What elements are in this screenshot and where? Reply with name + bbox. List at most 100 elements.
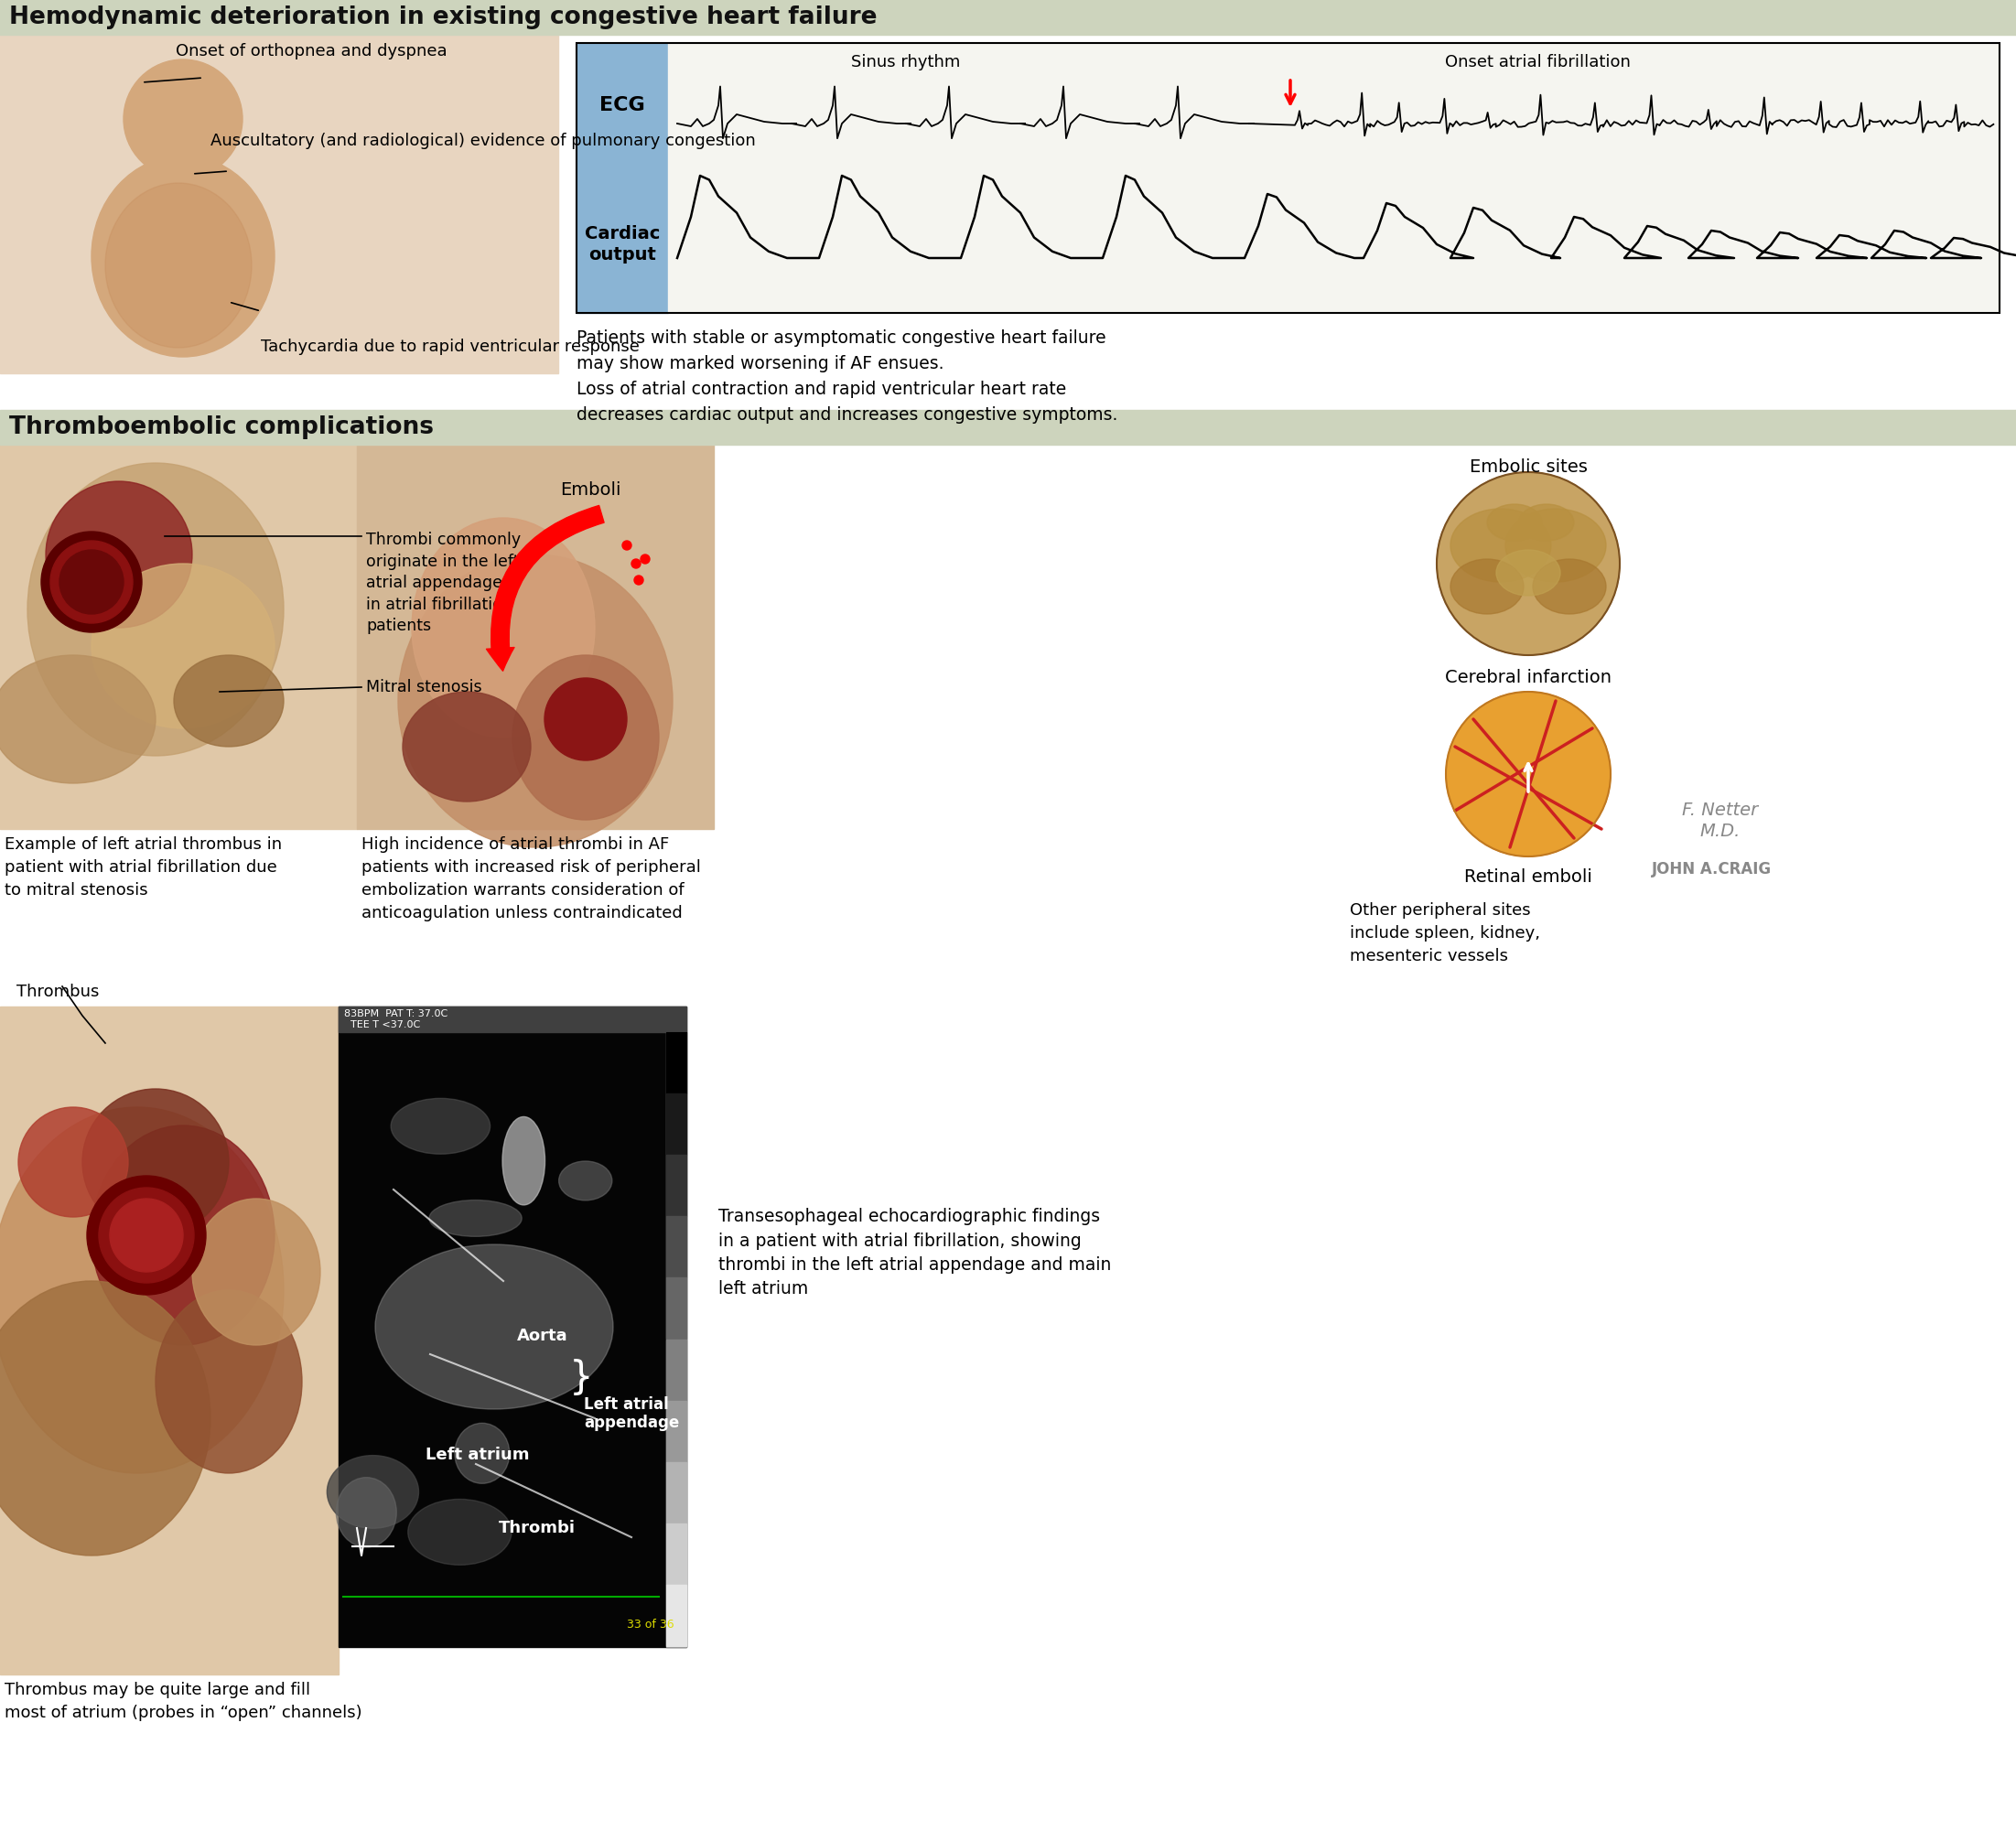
Bar	[665, 1462, 685, 1524]
Ellipse shape	[46, 481, 192, 628]
Ellipse shape	[337, 1478, 397, 1546]
Bar	[665, 1217, 685, 1278]
Text: 33 of 36: 33 of 36	[627, 1618, 673, 1631]
Bar	[665, 1524, 685, 1585]
Bar	[339, 1007, 685, 1033]
Ellipse shape	[0, 1106, 284, 1473]
Bar	[665, 1094, 685, 1154]
Ellipse shape	[1496, 550, 1560, 596]
Bar	[665, 1278, 685, 1338]
Ellipse shape	[83, 1088, 228, 1235]
Ellipse shape	[1488, 504, 1542, 541]
Ellipse shape	[1506, 508, 1607, 582]
Text: Example of left atrial thrombus in
patient with atrial fibrillation due
to mitra: Example of left atrial thrombus in patie…	[4, 836, 282, 898]
Text: Left atrium: Left atrium	[425, 1447, 530, 1464]
Ellipse shape	[327, 1456, 419, 1528]
Text: Tachycardia due to rapid ventricular response: Tachycardia due to rapid ventricular res…	[260, 339, 639, 355]
Bar	[665, 1401, 685, 1462]
Ellipse shape	[558, 1162, 613, 1200]
Bar	[665, 1585, 685, 1646]
Circle shape	[635, 576, 643, 585]
Text: Aorta: Aorta	[516, 1327, 569, 1344]
Circle shape	[87, 1176, 206, 1294]
Ellipse shape	[91, 1125, 274, 1346]
Bar	[577, 42, 2000, 313]
Ellipse shape	[407, 1499, 512, 1565]
Bar	[0, 0, 2016, 35]
Ellipse shape	[375, 1245, 613, 1408]
Bar	[665, 1154, 685, 1217]
Circle shape	[123, 59, 242, 179]
Text: Left atrial
appendage: Left atrial appendage	[585, 1395, 679, 1432]
Text: Thrombus may be quite large and fill
most of atrium (probes in “open” channels): Thrombus may be quite large and fill mos…	[4, 1683, 363, 1721]
Ellipse shape	[397, 554, 673, 847]
Circle shape	[544, 677, 627, 760]
Ellipse shape	[456, 1423, 510, 1484]
Circle shape	[641, 554, 649, 563]
Ellipse shape	[155, 1291, 302, 1473]
Ellipse shape	[411, 517, 595, 738]
Text: decreases cardiac output and increases congestive symptoms.: decreases cardiac output and increases c…	[577, 407, 1117, 423]
Circle shape	[99, 1187, 194, 1283]
Ellipse shape	[502, 1117, 544, 1206]
Circle shape	[631, 560, 641, 569]
Text: Transesophageal echocardiographic findings
in a patient with atrial fibrillation: Transesophageal echocardiographic findin…	[718, 1208, 1111, 1298]
Text: Patients with stable or asymptomatic congestive heart failure: Patients with stable or asymptomatic con…	[577, 330, 1107, 346]
Text: Auscultatory (and radiological) evidence of pulmonary congestion: Auscultatory (and radiological) evidence…	[210, 133, 756, 149]
Bar	[665, 1033, 685, 1648]
Text: Onset atrial fibrillation: Onset atrial fibrillation	[1445, 53, 1631, 70]
Ellipse shape	[391, 1099, 490, 1154]
Text: High incidence of atrial thrombi in AF
patients with increased risk of periphera: High incidence of atrial thrombi in AF p…	[361, 836, 702, 920]
Circle shape	[1437, 471, 1619, 655]
Bar	[0, 1007, 339, 1675]
Bar	[0, 35, 558, 374]
Bar	[667, 42, 2000, 313]
Text: JOHN A.CRAIG: JOHN A.CRAIG	[1651, 862, 1772, 878]
Ellipse shape	[192, 1198, 321, 1346]
Text: }: }	[569, 1359, 593, 1442]
Bar	[577, 42, 667, 313]
Text: Retinal emboli: Retinal emboli	[1464, 869, 1593, 886]
Text: Thrombi: Thrombi	[498, 1521, 577, 1535]
Circle shape	[1445, 692, 1611, 856]
Ellipse shape	[0, 655, 155, 782]
Bar	[357, 446, 714, 828]
Bar	[665, 1340, 685, 1401]
Ellipse shape	[1450, 508, 1550, 582]
Text: Mitral stenosis: Mitral stenosis	[367, 679, 482, 696]
Text: Emboli: Emboli	[560, 481, 621, 499]
Text: may show marked worsening if AF ensues.: may show marked worsening if AF ensues.	[577, 355, 943, 372]
Ellipse shape	[173, 655, 284, 747]
Text: Sinus rhythm: Sinus rhythm	[851, 53, 960, 70]
Text: Loss of atrial contraction and rapid ventricular heart rate: Loss of atrial contraction and rapid ven…	[577, 381, 1066, 398]
Ellipse shape	[18, 1106, 129, 1217]
Text: Embolic sites: Embolic sites	[1470, 458, 1587, 475]
Circle shape	[623, 541, 631, 550]
Circle shape	[40, 532, 141, 631]
Text: Thrombus: Thrombus	[16, 983, 99, 1000]
Ellipse shape	[0, 1281, 210, 1556]
Ellipse shape	[403, 692, 530, 801]
Text: ECG: ECG	[599, 96, 645, 114]
Circle shape	[50, 541, 133, 622]
Ellipse shape	[429, 1200, 522, 1237]
Text: Other peripheral sites
include spleen, kidney,
mesenteric vessels: Other peripheral sites include spleen, k…	[1351, 902, 1540, 965]
Text: Cerebral infarction: Cerebral infarction	[1445, 668, 1611, 687]
Circle shape	[60, 550, 123, 613]
Bar	[339, 1007, 685, 1648]
Bar	[665, 1033, 685, 1094]
Text: Thromboembolic complications: Thromboembolic complications	[10, 416, 433, 440]
Bar	[0, 446, 357, 828]
Ellipse shape	[91, 155, 274, 357]
Ellipse shape	[1450, 560, 1524, 613]
Ellipse shape	[28, 462, 284, 757]
Text: F. Netter
M.D.: F. Netter M.D.	[1683, 801, 1758, 841]
Ellipse shape	[91, 563, 274, 729]
Text: Thrombi commonly
originate in the left
atrial appendage
in atrial fibrillation
p: Thrombi commonly originate in the left a…	[367, 532, 520, 635]
Bar	[0, 411, 2016, 446]
Text: Onset of orthopnea and dyspnea: Onset of orthopnea and dyspnea	[175, 42, 448, 59]
Text: Cardiac
output: Cardiac output	[585, 225, 659, 263]
Ellipse shape	[512, 655, 659, 819]
Ellipse shape	[1532, 560, 1607, 613]
Ellipse shape	[105, 182, 252, 348]
